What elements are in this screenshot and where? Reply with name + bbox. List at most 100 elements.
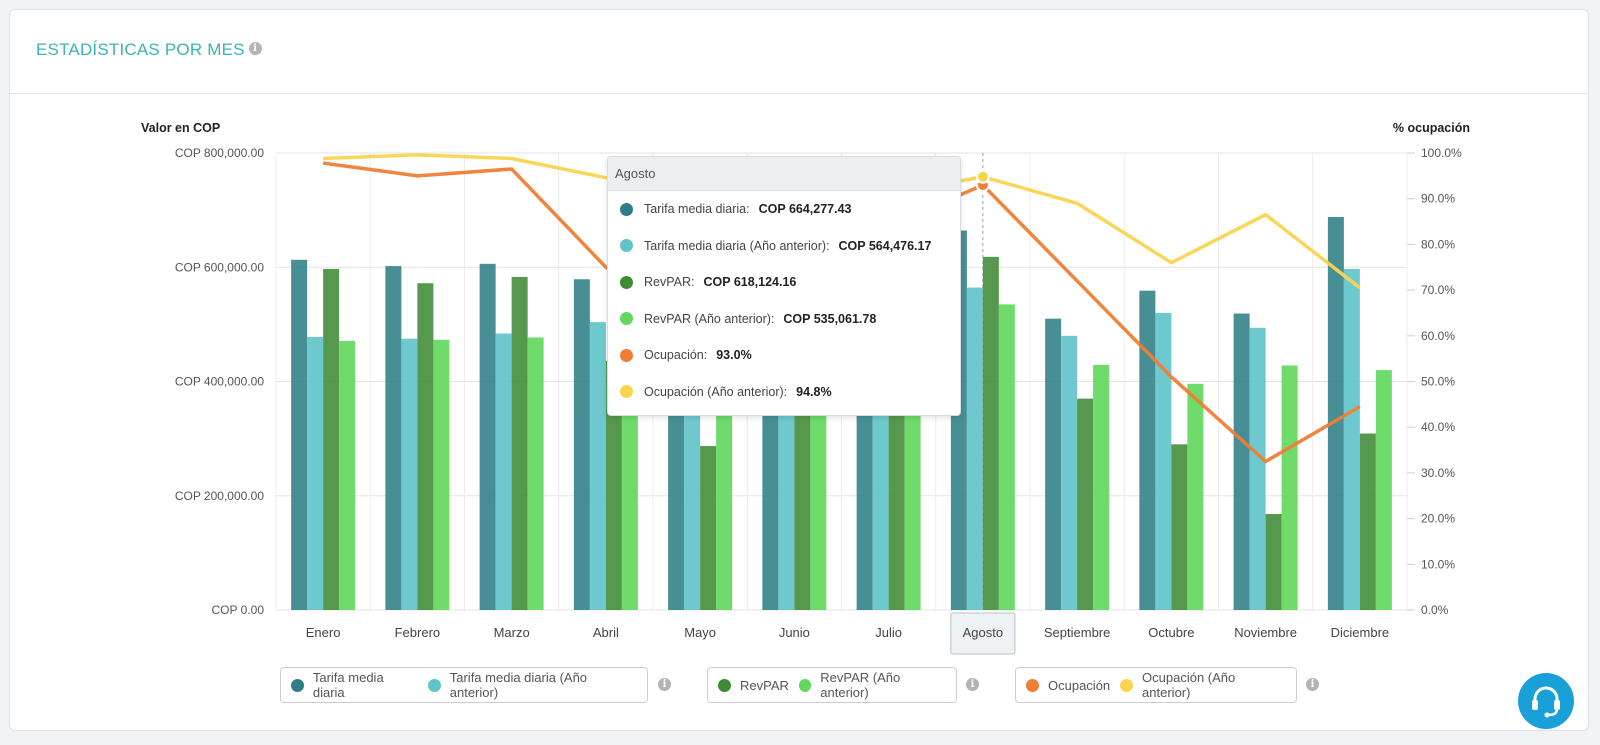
card-header: ESTADÍSTICAS POR MES i <box>10 10 1588 94</box>
bar-revpar-prev <box>621 381 638 610</box>
legend-item-tarifa-prev[interactable]: Tarifa media diaria (Año anterior) <box>427 670 637 700</box>
y-right-tick-label: 40.0% <box>1421 420 1455 434</box>
x-tick-label: Diciembre <box>1331 625 1390 640</box>
legend-dot <box>1026 678 1039 692</box>
tooltip-label: RevPAR (Año anterior): <box>644 311 775 326</box>
legend-item-ocupacion-prev[interactable]: Ocupación (Año anterior) <box>1120 670 1286 700</box>
bar-tarifa-prev <box>684 370 701 610</box>
page-title: ESTADÍSTICAS POR MES i <box>36 40 262 60</box>
legend-dot <box>1120 678 1134 692</box>
bar-revpar <box>1171 444 1188 610</box>
bar-revpar <box>1077 398 1094 610</box>
bar-tarifa <box>573 279 590 610</box>
legend-dot <box>798 678 812 692</box>
chart-tooltip: Agosto Tarifa media diaria: COP 664,277.4… <box>607 156 961 416</box>
x-tick-label: Septiembre <box>1044 625 1110 640</box>
tooltip-row-revpar-prev: RevPAR (Año anterior): COP 535,061.78 <box>608 301 960 338</box>
bar-revpar-prev <box>810 370 827 610</box>
x-tick-label: Marzo <box>494 625 530 640</box>
y-right-tick-label: 50.0% <box>1421 375 1455 389</box>
legend-group-ocupacion: Ocupación Ocupación (Año anterior) <box>1015 667 1297 703</box>
legend-item-tarifa[interactable]: Tarifa media diaria <box>291 670 418 700</box>
y-left-tick-label: COP 200,000.00 <box>175 489 265 503</box>
bar-revpar <box>1265 514 1282 610</box>
y-left-axis-title: Valor en COP <box>141 121 220 135</box>
bar-tarifa <box>1139 290 1156 610</box>
tooltip-value: COP 564,476.17 <box>838 238 932 253</box>
x-tick-label: Febrero <box>395 625 441 640</box>
bar-tarifa-prev <box>1343 268 1360 610</box>
bar-revpar <box>417 283 434 610</box>
legend-label: Ocupación (Año anterior) <box>1142 670 1236 700</box>
x-tick-label: Mayo <box>684 625 716 640</box>
bar-tarifa-prev <box>1155 312 1172 610</box>
tooltip-label: Tarifa media diaria: <box>644 202 750 217</box>
tooltip-value: COP 664,277.43 <box>758 202 852 217</box>
info-icon[interactable]: i <box>658 678 671 691</box>
legend-group-revpar: RevPAR RevPAR (Año anterior) <box>707 667 957 703</box>
legend-group-tarifa: Tarifa media diaria Tarifa media diaria … <box>280 667 648 703</box>
info-icon[interactable]: i <box>248 42 262 56</box>
y-left-tick-label: COP 600,000.00 <box>175 260 265 274</box>
bar-tarifa-prev <box>778 358 795 610</box>
bar-revpar <box>511 276 528 610</box>
y-right-tick-label: 60.0% <box>1421 329 1455 343</box>
legend-label: Ocupación <box>1048 677 1111 693</box>
y-right-tick-label: 90.0% <box>1421 192 1455 206</box>
bar-tarifa <box>668 358 685 610</box>
tooltip-value: 94.8% <box>796 384 832 399</box>
bar-revpar-prev <box>527 337 544 610</box>
tooltip-label: Ocupación (Año anterior): <box>644 384 788 399</box>
legend-item-ocupacion[interactable]: Ocupación <box>1026 678 1110 693</box>
bar-revpar <box>794 370 811 610</box>
bar-revpar-prev <box>1187 383 1204 610</box>
legend-item-revpar-prev[interactable]: RevPAR (Año anterior) <box>798 670 946 700</box>
y-right-tick-label: 20.0% <box>1421 512 1455 526</box>
y-left-tick-label: COP 0.00 <box>212 603 265 617</box>
bar-revpar-prev <box>339 340 356 610</box>
tooltip-value: COP 618,124.16 <box>703 275 797 290</box>
tooltip-row-revpar: RevPAR: COP 618,124.16 <box>608 264 960 301</box>
x-tick-label: Julio <box>875 625 902 640</box>
y-right-tick-label: 0.0% <box>1421 603 1449 617</box>
bar-tarifa-prev <box>307 336 324 610</box>
x-tick-highlight <box>950 612 1016 655</box>
tooltip-row-ocupacion: Ocupación: 93.0% <box>608 337 960 374</box>
y-left-tick-label: COP 400,000.00 <box>175 375 265 389</box>
tooltip-label: RevPAR: <box>644 275 695 290</box>
tooltip-label: Ocupación: <box>644 348 708 363</box>
bar-revpar <box>700 446 717 610</box>
tooltip-dot-ocupacion <box>620 348 633 362</box>
legend-item-revpar[interactable]: RevPAR <box>718 678 789 693</box>
tooltip-value: COP 535,061.78 <box>783 311 877 326</box>
y-right-tick-label: 30.0% <box>1421 466 1455 480</box>
x-tick-label: Abril <box>593 625 619 640</box>
bar-tarifa <box>291 259 308 610</box>
support-chat-button[interactable] <box>1518 673 1574 729</box>
tooltip-dot-tarifa <box>620 202 633 216</box>
tooltip-label: Tarifa media diaria (Año anterior): <box>644 238 830 253</box>
legend-label: Tarifa media diaria <box>312 670 384 700</box>
info-icon[interactable]: i <box>1306 678 1319 691</box>
legend-dot <box>718 678 731 692</box>
bar-revpar-prev <box>1093 364 1110 610</box>
legend-dot <box>291 678 304 692</box>
bar-revpar <box>1359 433 1376 610</box>
bar-revpar <box>605 360 622 610</box>
tooltip-dot-revpar-prev <box>620 312 633 326</box>
x-tick-label: Agosto <box>963 625 1003 640</box>
y-right-tick-label: 80.0% <box>1421 237 1455 251</box>
tooltip-dot-tarifa-prev <box>620 239 633 253</box>
bar-tarifa <box>385 266 402 610</box>
y-right-tick-label: 10.0% <box>1421 557 1455 571</box>
tooltip-row-tarifa: Tarifa media diaria: COP 664,277.43 <box>608 191 960 228</box>
tooltip-value: 93.0% <box>716 348 752 363</box>
legend-dot <box>427 678 441 692</box>
bar-revpar <box>982 256 999 610</box>
legend-label: RevPAR (Año anterior) <box>820 670 901 700</box>
headset-icon <box>1532 686 1560 718</box>
y-right-tick-label: 100.0% <box>1421 146 1462 160</box>
y-right-axis-title: % ocupación <box>1393 121 1470 135</box>
page-title-text: ESTADÍSTICAS POR MES <box>36 40 245 59</box>
info-icon[interactable]: i <box>966 678 979 691</box>
